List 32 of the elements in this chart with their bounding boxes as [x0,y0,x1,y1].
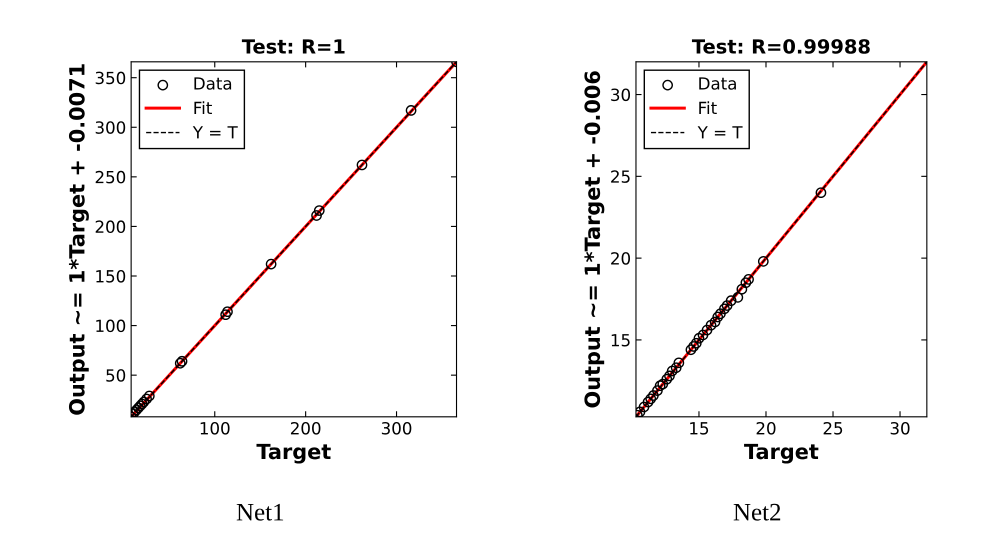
x-tick-label: 300 [382,422,412,435]
y-tick-label: 20 [611,252,630,265]
x-axis-title: Target [744,444,818,464]
y-axis-title: Output ~= 1*Target + -0.0071 [68,64,89,415]
text: Net1 [236,504,284,521]
x-tick-label: 25 [824,422,842,435]
y-tick-label: 250 [96,170,126,184]
legend-label: Y = T [698,126,743,138]
y-tick-label: 25 [611,170,630,183]
chart-title: Test: R=1 [242,39,345,54]
legend-label: Fit [699,101,717,114]
legend-label: Fit [194,101,212,114]
x-tick-label: 15 [690,422,708,435]
y-tick-label: 15 [612,334,630,346]
text: Net2 [734,504,780,521]
chart-title: Test: R=0.99988 [692,39,870,54]
x-tick-label: 30 [890,422,910,435]
x-tick-label: 200 [290,422,320,435]
legend-label: Data [699,77,736,90]
y-tick-label: 200 [96,220,126,233]
legend-label: Y = T [192,126,238,138]
y-tick-label: 50 [106,369,126,382]
legend-label: Data [194,77,232,90]
x-tick-label: 100 [200,422,230,435]
x-axis-title: Target [256,444,331,464]
y-tick-label: 350 [96,72,126,84]
y-tick-label: 300 [96,121,126,134]
y-axis-title: Output ~= 1*Target + -0.006 [584,71,604,408]
y-tick-label: 150 [96,270,126,283]
x-tick-label: 20 [756,422,776,435]
y-tick-label: 30 [611,88,630,102]
y-tick-label: 100 [96,320,126,332]
